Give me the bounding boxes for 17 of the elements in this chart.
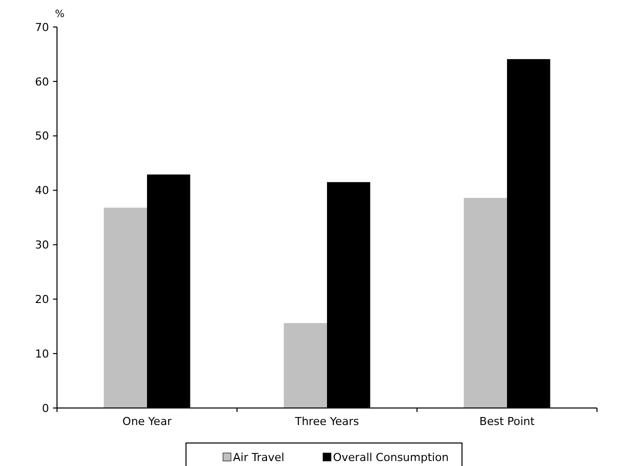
y-tick-label: 30 bbox=[35, 238, 49, 252]
y-tick-label: 20 bbox=[35, 292, 49, 306]
x-tick-label: Best Point bbox=[479, 415, 536, 428]
x-tick-label: Three Years bbox=[294, 415, 360, 428]
bar bbox=[284, 323, 327, 408]
legend-label: Air Travel bbox=[233, 451, 284, 464]
y-tick-label: 50 bbox=[35, 130, 49, 143]
bar bbox=[104, 208, 147, 408]
legend-label: Overall Consumption bbox=[333, 451, 449, 464]
y-axis-title: % bbox=[55, 9, 65, 20]
y-tick-label: 40 bbox=[35, 184, 49, 198]
y-tick-label: 0 bbox=[42, 402, 49, 415]
bar bbox=[464, 198, 507, 408]
y-tick-label: 10 bbox=[35, 347, 49, 360]
x-tick-label: One Year bbox=[122, 415, 172, 428]
y-tick-label: 60 bbox=[35, 75, 49, 88]
y-tick-label: 70 bbox=[35, 20, 49, 34]
